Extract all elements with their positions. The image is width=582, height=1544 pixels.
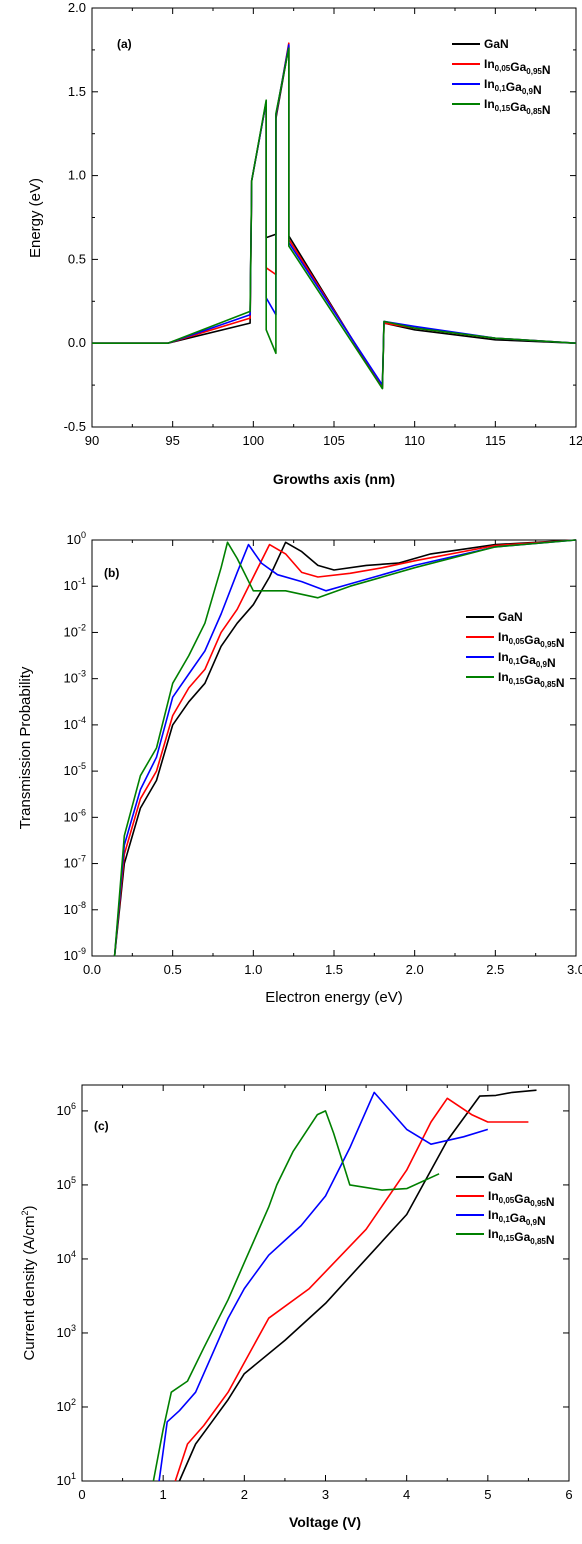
x-tick-label-c-4: 4: [403, 1487, 410, 1502]
x-tick-label-a-3: 105: [323, 433, 345, 448]
legend-entry-b-In01: In0,1Ga0,9N: [498, 650, 556, 670]
y-tick-label-c-1: 102: [57, 1397, 76, 1414]
x-tick-label-c-0: 0: [78, 1487, 85, 1502]
legend-entry-b-GaN: GaN: [498, 610, 523, 624]
x-tick-label-c-5: 5: [484, 1487, 491, 1502]
y-tick-label-b-5: 10-4: [64, 715, 86, 732]
x-tick-label-b-3: 1.5: [325, 962, 343, 977]
chart-panel-c: 0 1 2 3 4 5 6 101 102 103 104 105 106 (c) Current de…: [20, 1084, 573, 1530]
y-tick-label-c-3: 104: [57, 1249, 76, 1266]
y-axis-title-b: Transmission Probability: [17, 666, 34, 829]
chart-panel-a: 90 95 100 105 110 115 12 -0.5 0.0 0.5 1.0 1.5 2.0 (a…: [27, 0, 582, 487]
y-tick-label-b-8: 10-1: [64, 576, 86, 593]
legend-entry-b-In015: In0,15Ga0,85N: [498, 670, 565, 690]
series-line-a-In005: [92, 42, 577, 388]
x-tick-label-a-5: 115: [485, 433, 506, 448]
x-tick-label-a-0: 90: [85, 433, 99, 448]
plot-frame-c: [81, 1084, 570, 1482]
panel-label-b: (b): [104, 566, 119, 580]
x-tick-label-b-5: 2.5: [486, 962, 504, 977]
x-tick-label-c-2: 2: [241, 1487, 248, 1502]
x-tick-label-b-6: 3.0: [567, 962, 582, 977]
y-axis-title-c: Current density (A/cm2): [20, 1205, 38, 1360]
series-line-a-In015: [92, 47, 577, 390]
legend-entry-a-In005: In0,05Ga0,95N: [484, 57, 551, 77]
series-line-c-GaN: [178, 1089, 537, 1482]
y-tick-label-b-0: 10-9: [64, 946, 86, 963]
y-tick-label-a-0: -0.5: [64, 419, 86, 434]
series-line-b-In01: [113, 539, 577, 957]
y-tick-label-a-2: 0.5: [68, 251, 86, 266]
y-tick-label-a-4: 1.5: [68, 84, 86, 99]
x-tick-label-b-4: 2.0: [406, 962, 424, 977]
x-tick-label-c-6: 6: [565, 1487, 572, 1502]
x-tick-label-c-1: 1: [160, 1487, 167, 1502]
series-line-b-GaN: [113, 539, 577, 957]
x-tick-label-a-2: 100: [242, 433, 264, 448]
y-axis-title-c-sup: 2: [20, 1210, 30, 1215]
y-tick-label-b-9: 100: [67, 530, 86, 547]
series-line-c-In005: [174, 1097, 529, 1482]
y-tick-label-a-5: 2.0: [68, 0, 86, 15]
legend-entry-c-GaN: GaN: [488, 1170, 513, 1184]
plot-frame-b: [91, 539, 577, 957]
legend-entry-b-In005: In0,05Ga0,95N: [498, 630, 565, 650]
x-tick-label-c-3: 3: [322, 1487, 329, 1502]
series-group-a: [92, 42, 577, 390]
y-tick-label-c-2: 103: [57, 1323, 76, 1340]
y-axis-title-a: Energy (eV): [27, 178, 44, 258]
y-axis-title-c-main: Current density (A/cm: [21, 1215, 38, 1360]
ticks-a: 90 95 100 105 110 115 12 -0.5 0.0 0.5 1.0 1.5 2.0: [64, 0, 582, 448]
y-tick-label-c-0: 101: [57, 1471, 76, 1488]
y-tick-label-a-1: 0.0: [68, 335, 86, 350]
legend-entry-a-In01: In0,1Ga0,9N: [484, 77, 542, 97]
y-tick-label-b-7: 10-2: [64, 622, 86, 639]
legend-entry-c-In015: In0,15Ga0,85N: [488, 1227, 555, 1247]
legend-entry-c-In005: In0,05Ga0,95N: [488, 1189, 555, 1209]
legend-entry-a-In015: In0,15Ga0,85N: [484, 97, 551, 117]
x-tick-label-a-1: 95: [165, 433, 179, 448]
series-line-b-In005: [113, 539, 577, 957]
x-tick-label-a-4: 110: [404, 433, 425, 448]
ticks-b: 0.0 0.5 1.0 1.5 2.0 2.5 3.0 10-9 10-8 10-7 10-6 10-…: [64, 530, 582, 977]
x-tick-label-b-0: 0.0: [83, 962, 101, 977]
legend-entry-c-In01: In0,1Ga0,9N: [488, 1208, 546, 1228]
series-line-c-In015: [152, 1110, 440, 1482]
series-group-b: [113, 539, 577, 957]
x-axis-title-b: Electron energy (eV): [265, 989, 403, 1006]
series-group-c: [152, 1089, 537, 1482]
x-axis-title-a: Growths axis (nm): [273, 471, 395, 487]
chart-panel-b: 0.0 0.5 1.0 1.5 2.0 2.5 3.0 10-9 10-8 10-7 10-6 10-…: [17, 530, 582, 1006]
series-line-a-GaN: [92, 45, 577, 390]
panel-label-c: (c): [94, 1119, 109, 1133]
x-axis-title-c: Voltage (V): [289, 1514, 361, 1530]
y-tick-label-b-4: 10-5: [64, 761, 86, 778]
x-tick-label-b-2: 1.0: [244, 962, 262, 977]
legend-entry-a-GaN: GaN: [484, 37, 509, 51]
y-tick-label-b-3: 10-6: [64, 807, 86, 824]
x-tick-label-b-1: 0.5: [164, 962, 182, 977]
series-line-a-In01: [92, 44, 577, 386]
y-tick-label-a-3: 1.0: [68, 168, 86, 183]
series-line-c-In01: [158, 1091, 489, 1482]
y-axis-title-c-end: ): [21, 1205, 38, 1210]
y-tick-label-c-4: 105: [57, 1175, 76, 1192]
y-tick-label-b-6: 10-3: [64, 669, 86, 686]
y-tick-label-c-5: 106: [57, 1101, 76, 1118]
panel-label-a: (a): [117, 37, 132, 51]
y-tick-label-b-1: 10-8: [64, 900, 86, 917]
series-line-b-In015: [113, 539, 577, 957]
y-tick-label-b-2: 10-7: [64, 854, 86, 871]
x-tick-label-a-6: 12: [569, 433, 582, 448]
ticks-c: 0 1 2 3 4 5 6 101 102 103 104 105 106: [57, 1085, 573, 1502]
